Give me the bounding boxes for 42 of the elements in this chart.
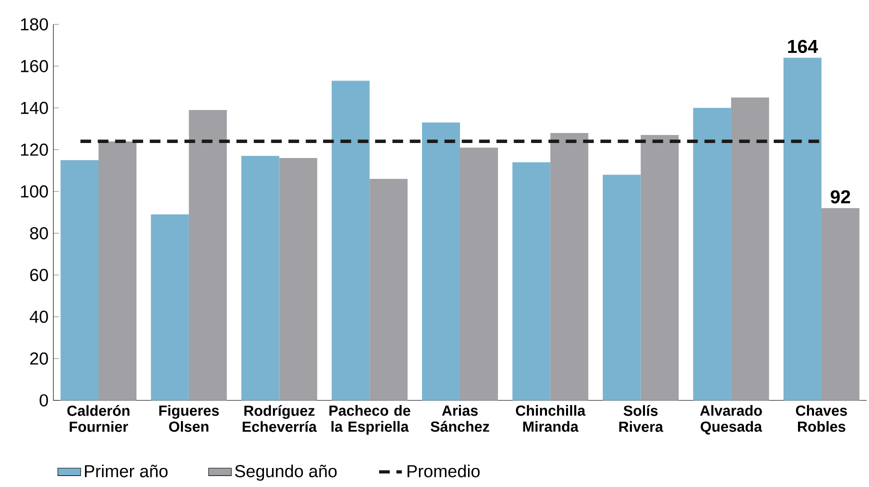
- bar: [550, 132, 588, 400]
- y-tick-label: 180: [21, 18, 48, 30]
- bar: [98, 141, 136, 400]
- y-tick-label: 100: [21, 185, 48, 198]
- x-tick-label: Solís Rivera: [619, 405, 664, 432]
- y-tick-label: 20: [30, 352, 48, 365]
- bar: [241, 156, 280, 400]
- data-label: 92: [830, 190, 850, 204]
- x-tick-label: Calderón Fournier: [67, 405, 130, 432]
- y-tick-label: 140: [21, 102, 48, 114]
- data-label: 164: [788, 40, 818, 54]
- bar: [279, 158, 318, 400]
- bar: [602, 174, 641, 400]
- x-tick-label: Rodríguez Echeverría: [242, 405, 317, 432]
- x-tick-label: Chinchilla Miranda: [516, 405, 586, 432]
- bar: [512, 162, 550, 400]
- bar: [332, 80, 370, 400]
- legend-label: Primer año: [84, 464, 168, 478]
- y-tick-label: 0: [40, 394, 48, 406]
- x-tick-label: Alvarado Quesada: [700, 405, 762, 435]
- x-tick-label: Figueres Olsen: [159, 405, 219, 432]
- legend-label: Segundo año: [235, 464, 337, 481]
- x-tick-label: Pacheco de la Espriella: [329, 405, 410, 435]
- bar: [422, 122, 460, 400]
- bar: [188, 110, 227, 400]
- bar: [640, 135, 679, 400]
- y-tick-label: 80: [30, 227, 48, 240]
- bar: [693, 108, 732, 400]
- legend-label: Promedio: [408, 464, 480, 478]
- y-tick-label: 160: [21, 60, 48, 72]
- x-tick-label: Arias Sánchez: [430, 405, 490, 432]
- bar: [460, 148, 498, 400]
- y-tick-label: 120: [21, 144, 48, 156]
- bar: [370, 178, 408, 400]
- y-tick-label: 60: [30, 268, 48, 282]
- bar: [784, 58, 822, 400]
- x-tick-label: Chaves Robles: [796, 405, 847, 432]
- bar: [150, 214, 189, 400]
- y-tick-label: 40: [30, 310, 48, 323]
- bar: [731, 97, 770, 400]
- bar: [821, 208, 860, 400]
- bar: [60, 160, 99, 400]
